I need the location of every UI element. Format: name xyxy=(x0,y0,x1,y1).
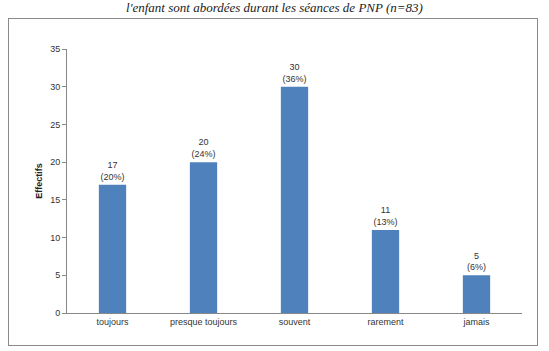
html-text:l'enfant sont abordées durant: l'enfant sont abordées durant les séance… xyxy=(126,0,423,15)
svg-text:25: 25 xyxy=(50,120,60,130)
svg-text:10: 10 xyxy=(50,233,60,243)
svg-text:5(6%): 5(6%) xyxy=(467,251,486,273)
svg-text:Effectifs: Effectifs xyxy=(34,163,44,199)
svg-text:11(13%): 11(13%) xyxy=(373,205,397,227)
svg-text:20: 20 xyxy=(50,157,60,167)
svg-text:souvent: souvent xyxy=(279,317,311,327)
svg-text:17(20%): 17(20%) xyxy=(100,160,124,182)
svg-text:30(36%): 30(36%) xyxy=(282,62,306,84)
svg-text:35: 35 xyxy=(50,44,60,54)
svg-text:jamais: jamais xyxy=(462,317,490,327)
svg-text:20(24%): 20(24%) xyxy=(191,137,215,159)
svg-text:presque toujours: presque toujours xyxy=(170,317,238,327)
svg-text:toujours: toujours xyxy=(96,317,129,327)
svg-text:30: 30 xyxy=(50,82,60,92)
svg-text:0: 0 xyxy=(55,308,60,318)
svg-text:rarement: rarement xyxy=(367,317,404,327)
svg-text:5: 5 xyxy=(55,270,60,280)
svg-text:15: 15 xyxy=(50,195,60,205)
